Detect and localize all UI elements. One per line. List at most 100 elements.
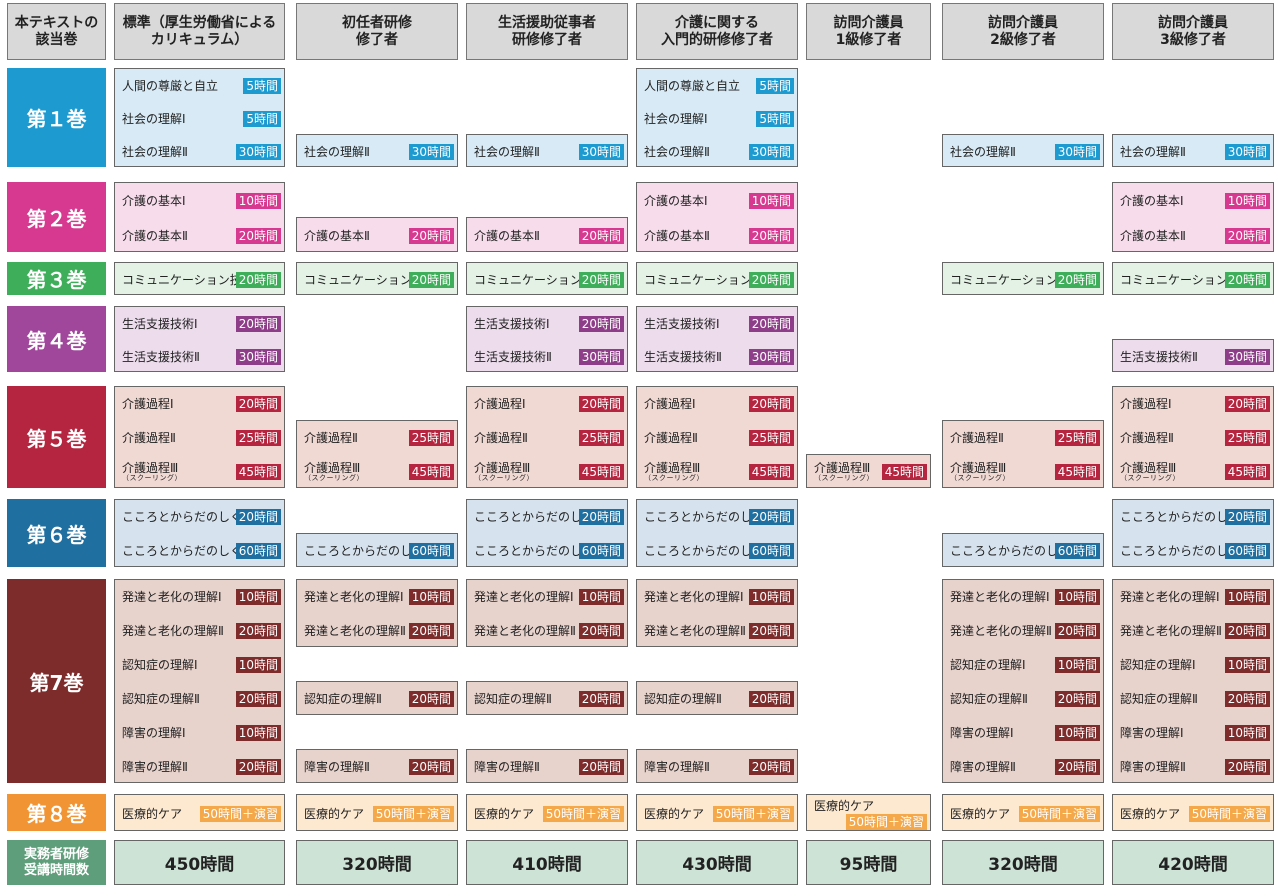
- course-cell: 生活支援技術Ⅰ 20時間: [115, 309, 284, 339]
- hours-badge: 10時間: [235, 589, 281, 605]
- course-cell: 介護の基本Ⅱ 20時間: [467, 221, 627, 251]
- course-name: こころとからだのしくみⅠ: [474, 511, 610, 523]
- course-cell: 生活支援技術Ⅰ 20時間: [637, 309, 797, 339]
- course-cell: こころとからだのしくみⅡ 60時間: [115, 536, 284, 566]
- hours-badge: 45時間: [235, 464, 281, 480]
- course-name: 障害の理解Ⅰ: [122, 727, 186, 739]
- total-hours: 420時間: [1112, 840, 1274, 885]
- course-cell: コミュニケーション技術 20時間: [115, 265, 284, 295]
- course-group: 生活支援技術Ⅰ 20時間 生活支援技術Ⅱ 30時間: [466, 306, 628, 372]
- course-cell: 発達と老化の理解Ⅰ 10時間: [115, 582, 284, 612]
- course-cell: 介護過程Ⅱ 25時間: [115, 423, 284, 453]
- course-cell: こころとからだのしくみⅠ 20時間: [1113, 502, 1273, 532]
- hours-badge: 30時間: [1224, 143, 1270, 160]
- course-group: 介護の基本Ⅰ 10時間 介護の基本Ⅱ 20時間: [636, 182, 798, 252]
- course-name: 障害の理解Ⅱ: [950, 761, 1016, 773]
- course-name-text: 生活支援技術Ⅱ: [644, 349, 722, 364]
- course-cell: 医療的ケア 50時間＋演習: [297, 799, 457, 829]
- hours-badge: 20時間: [235, 271, 281, 288]
- course-cell: 発達と老化の理解Ⅱ 20時間: [637, 616, 797, 646]
- course-name: 介護の基本Ⅱ: [474, 230, 540, 242]
- hours-badge: 45時間: [748, 464, 794, 480]
- course-group: 介護過程Ⅰ 20時間 介護過程Ⅱ 25時間 介護過程Ⅲ （スクーリング） 45時間: [1112, 386, 1274, 488]
- course-cell: 障害の理解Ⅱ 20時間: [637, 752, 797, 782]
- volume-label: 第３巻: [7, 262, 106, 295]
- course-name: コミュニケーション技術: [304, 274, 436, 286]
- course-name: 介護の基本Ⅱ: [644, 230, 710, 242]
- course-name: コミュニケーション技術: [122, 274, 254, 286]
- course-name-text: 生活支援技術Ⅱ: [1120, 349, 1198, 364]
- hours-badge: 20時間: [1054, 271, 1100, 288]
- course-name-text: こころとからだのしくみⅡ: [122, 544, 261, 558]
- course-group: こころとからだのしくみⅠ 20時間こころとからだのしくみⅡ 60時間: [466, 499, 628, 567]
- course-cell: 社会の理解Ⅰ 5時間: [637, 104, 797, 134]
- course-name-text: 医療的ケア: [474, 806, 535, 821]
- course-cell: こころとからだのしくみⅡ 60時間: [1113, 536, 1273, 566]
- hours-badge: 5時間: [243, 77, 281, 94]
- hours-badge: 10時間: [408, 589, 454, 605]
- course-name: 介護の基本Ⅱ: [304, 230, 370, 242]
- hours-badge: 20時間: [578, 509, 624, 525]
- course-cell: 介護過程Ⅲ （スクーリング） 45時間: [637, 457, 797, 487]
- course-cell: 介護過程Ⅲ （スクーリング） 45時間: [115, 457, 284, 487]
- course-name: 社会の理解Ⅰ: [122, 113, 186, 125]
- total-hours: 430時間: [636, 840, 798, 885]
- course-name: 介護の基本Ⅱ: [122, 230, 188, 242]
- course-cell: 介護過程Ⅱ 25時間: [297, 423, 457, 453]
- course-group: 人間の尊厳と自立 5時間 社会の理解Ⅰ 5時間 社会の理解Ⅱ 30時間: [114, 68, 285, 167]
- course-name: 介護過程Ⅱ: [950, 432, 1004, 444]
- column-header: 訪問介護員 1級修了者: [806, 3, 931, 60]
- course-name-text: 障害の理解Ⅱ: [950, 760, 1016, 774]
- course-group: 生活支援技術Ⅱ 30時間: [1112, 339, 1274, 372]
- hours-badge: 45時間: [881, 464, 927, 480]
- course-name-text: 認知症の理解Ⅱ: [122, 692, 200, 706]
- hours-badge: 45時間: [1054, 464, 1100, 480]
- hours-badge: 60時間: [578, 543, 624, 559]
- course-name-text: 障害の理解Ⅰ: [122, 726, 186, 740]
- course-name: 人間の尊厳と自立: [644, 80, 740, 92]
- course-cell: 障害の理解Ⅰ 10時間: [115, 718, 284, 748]
- hours-badge: 20時間: [408, 227, 454, 244]
- course-name: 生活支援技術Ⅰ: [122, 318, 198, 330]
- volume-label: 第２巻: [7, 182, 106, 252]
- course-name-text: 生活支援技術Ⅱ: [474, 349, 552, 364]
- course-cell: 発達と老化の理解Ⅱ 20時間: [943, 616, 1103, 646]
- course-cell: 人間の尊厳と自立 5時間: [637, 71, 797, 101]
- course-name-text: 発達と老化の理解Ⅰ: [304, 590, 404, 604]
- course-cell: 認知症の理解Ⅱ 20時間: [467, 684, 627, 714]
- course-cell: コミュニケーション技術 20時間: [297, 265, 457, 295]
- course-name: コミュニケーション技術: [1120, 274, 1252, 286]
- course-name: 介護過程Ⅱ: [122, 432, 176, 444]
- column-header: 生活援助従事者 研修修了者: [466, 3, 628, 60]
- course-group: こころとからだのしくみⅠ 20時間 こころとからだのしくみⅡ 60時間: [636, 499, 798, 567]
- hours-badge: 20時間: [1224, 623, 1270, 639]
- hours-badge: 10時間: [578, 589, 624, 605]
- total-hours: 320時間: [942, 840, 1104, 885]
- hours-badge: 10時間: [1224, 725, 1270, 741]
- course-name: 介護過程Ⅱ: [1120, 432, 1174, 444]
- course-cell: 介護過程Ⅰ 20時間: [115, 389, 284, 419]
- course-name-text: 介護過程Ⅱ: [474, 431, 528, 445]
- course-group: 介護過程Ⅰ 20時間 介護過程Ⅱ 25時間 介護過程Ⅲ （スクーリング） 45時間: [114, 386, 285, 488]
- course-subtitle: （スクーリング）: [1120, 474, 1180, 482]
- course-name: こころとからだのしくみⅡ: [474, 545, 612, 557]
- total-hours: 410時間: [466, 840, 628, 885]
- course-name: 発達と老化の理解Ⅰ: [644, 591, 744, 603]
- course-name-text: 障害の理解Ⅱ: [304, 760, 370, 774]
- hours-badge: 50時間＋演習: [372, 805, 454, 822]
- course-name: 認知症の理解Ⅰ: [950, 659, 1026, 671]
- course-cell: 障害の理解Ⅱ 20時間: [297, 752, 457, 782]
- course-cell: 認知症の理解Ⅱ 20時間: [637, 684, 797, 714]
- course-cell: 医療的ケア 50時間＋演習: [807, 799, 930, 830]
- course-cell: 発達と老化の理解Ⅱ 20時間: [467, 616, 627, 646]
- course-cell: 社会の理解Ⅱ 30時間: [637, 137, 797, 167]
- course-name: こころとからだのしくみⅡ: [1120, 545, 1258, 557]
- course-name: 医療的ケア: [644, 808, 704, 820]
- course-name-text: 発達と老化の理解Ⅰ: [1120, 590, 1220, 604]
- course-name-text: 介護過程Ⅱ: [644, 431, 698, 445]
- total-hours: 450時間: [114, 840, 285, 885]
- course-cell: 発達と老化の理解Ⅰ 10時間: [637, 582, 797, 612]
- course-name-text: 発達と老化の理解Ⅰ: [644, 590, 744, 604]
- course-name-text: 発達と老化の理解Ⅰ: [122, 590, 222, 604]
- course-name-text: 発達と老化の理解Ⅱ: [122, 624, 224, 638]
